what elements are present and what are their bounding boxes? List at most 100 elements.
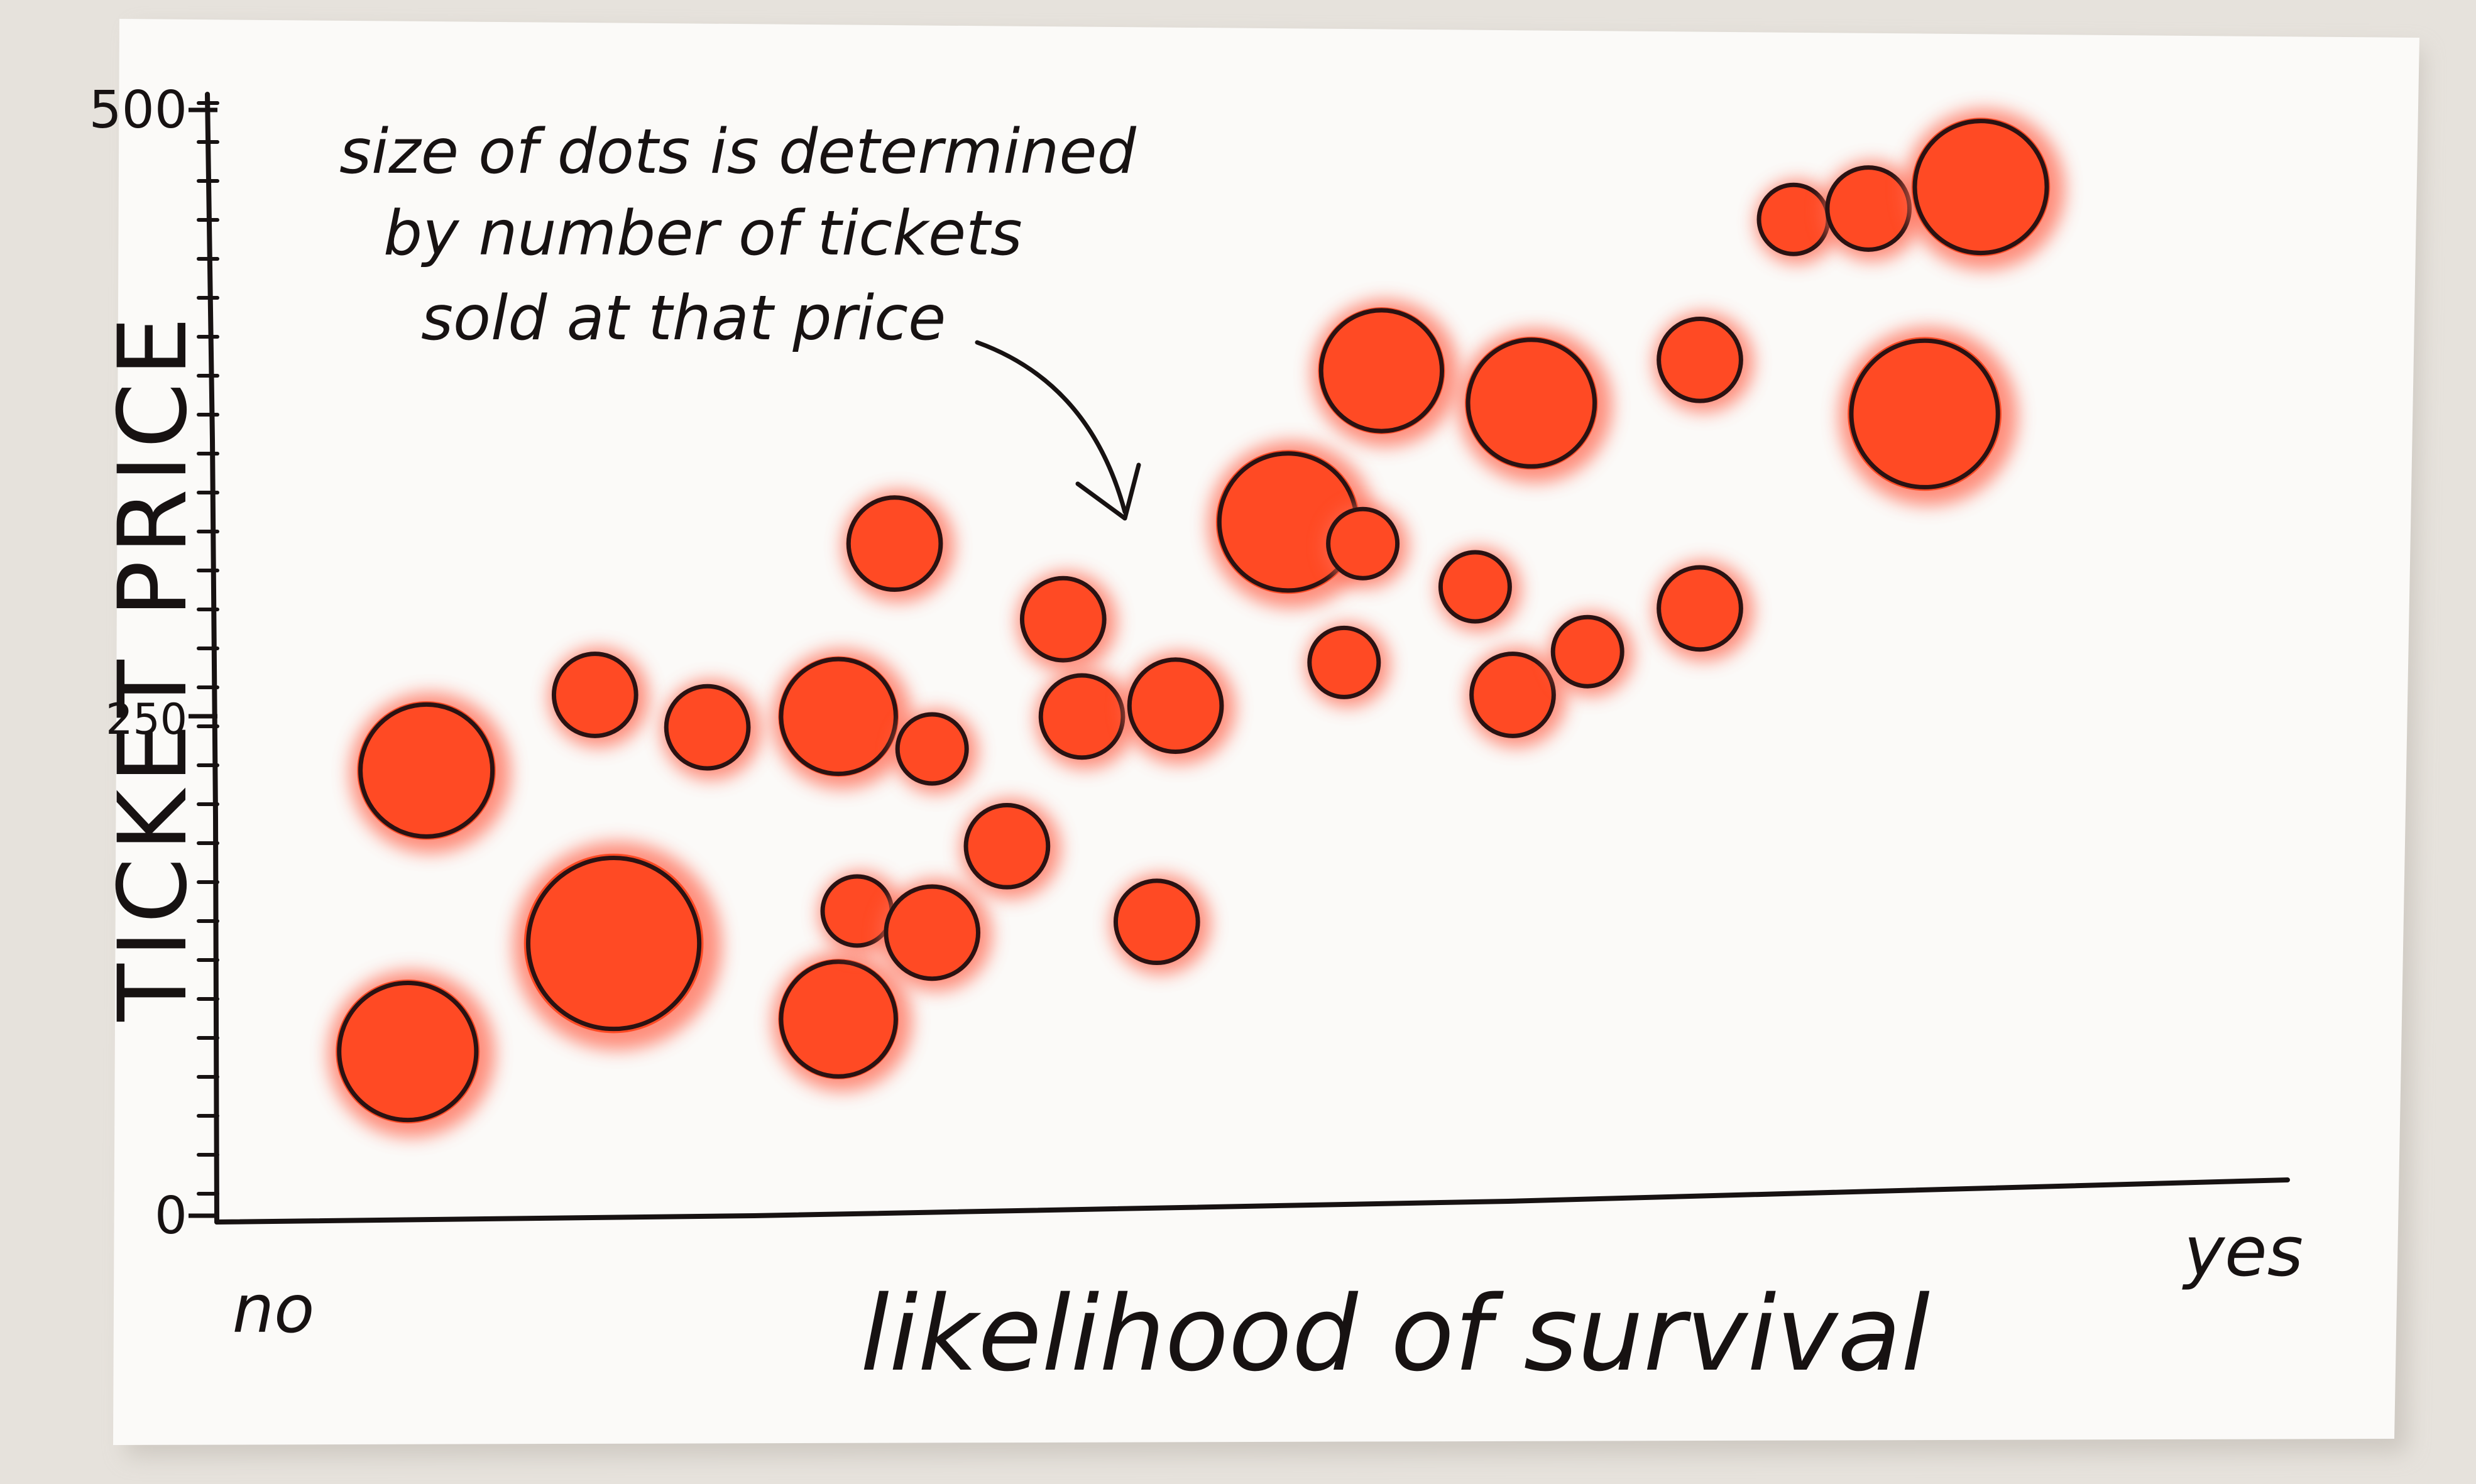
data-point [349,692,511,854]
data-point [1839,327,2018,506]
data-point-fill [1551,615,1624,688]
data-point-fill [821,875,894,947]
data-point-outline [1849,338,2000,489]
data-point [1904,109,2066,270]
y-axis-label: TICKET PRICE [99,310,208,1022]
data-point-fill [1825,165,1912,252]
data-point-outline [1912,119,2049,256]
data-point-fill [1308,626,1381,699]
data-point [1017,571,1117,672]
y-axis-tick-labels: 0 250 500 [89,80,217,1246]
data-point-fill [778,959,899,1079]
data-point-fill [1911,117,2051,256]
data-point-fill [1469,652,1556,738]
annotation-line-1: size of dots is determined [339,116,1137,188]
data-point [842,489,955,603]
data-point-fill [1438,550,1512,623]
annotation-line-3: sold at that price [421,283,946,354]
data-point [1457,328,1613,483]
annotation-line-2: by number of tickets [383,198,1022,270]
data-point [1653,312,1754,413]
data-point [1110,874,1211,974]
annotation-arrow-shaft [975,340,1127,515]
data-point [1822,161,1922,261]
y-tick-label: 250 [106,695,187,745]
data-point-fill [1326,507,1400,580]
data-point-outline [526,856,702,1032]
data-point [1324,504,1409,589]
data-point-outline [1469,652,1556,738]
data-point-outline [779,657,898,777]
data-point-fill [846,495,943,592]
x-axis-line [214,1177,2290,1225]
data-point-outline [884,884,981,981]
index-card [113,19,2419,1445]
y-axis-line [205,92,219,1225]
data-point [960,799,1061,899]
data-point [879,878,992,991]
data-point-outline [846,495,943,592]
data-point-outline [1318,308,1445,434]
x-axis-label: likelihood of survival [860,1274,1930,1394]
data-point [894,709,978,794]
data-point-outline [664,684,751,771]
data-point-fill [963,803,1051,890]
data-point-outline [1550,614,1624,689]
dots-layer [327,109,2066,1138]
data-point [1305,623,1390,707]
data-point-outline [1127,657,1224,755]
y-tick-label: 500 [89,80,187,140]
data-point-outline [1113,878,1200,966]
y-axis-minor-ticks [197,101,219,1196]
data-point-fill [664,684,751,771]
data-point [327,970,495,1138]
x-axis-left-label: no [233,1271,315,1348]
data-point [772,649,912,789]
data-point-outline [895,712,969,786]
data-point-outline [1307,625,1381,699]
data-point-fill [1465,336,1598,470]
data-point [1437,547,1521,632]
data-point-outline [1465,337,1597,469]
data-point [1312,299,1459,447]
data-point-fill [1848,337,2002,491]
data-point-fill [1127,657,1224,755]
data-point-fill [1038,673,1126,760]
data-point [1035,668,1136,770]
data-point-fill [1215,450,1360,594]
annotation: size of dots is determined by number of … [339,116,1141,521]
data-point [1653,560,1754,662]
data-point-fill [523,853,704,1034]
data-point-outline [1438,550,1512,624]
data-point-fill [336,979,480,1124]
annotation-arrow-head [1075,462,1141,521]
data-point-outline [1019,576,1107,663]
data-point [549,647,649,748]
data-point-fill [896,712,968,785]
data-point-outline [1657,316,1743,403]
data-point-fill [552,652,638,738]
data-point-fill [884,884,981,981]
data-point [660,679,762,780]
data-point-fill [1657,317,1743,403]
data-point-outline [1326,506,1400,581]
data-point [513,841,722,1050]
data-point-outline [963,802,1051,890]
data-point [772,951,912,1092]
x-axis-right-label: yes [2182,1211,2303,1292]
data-point-fill [1020,576,1107,663]
data-point-outline [1657,565,1743,652]
data-point-outline [779,959,898,1079]
data-point-outline [1038,673,1126,760]
data-point [1466,647,1567,748]
data-point-outline [358,702,495,839]
data-point [1123,652,1236,765]
data-point-fill [357,701,496,840]
y-tick-label: 0 [155,1186,187,1246]
data-point-fill [1757,183,1830,256]
data-point [1549,612,1634,697]
data-point-fill [1114,878,1200,965]
data-point-fill [1657,565,1743,652]
